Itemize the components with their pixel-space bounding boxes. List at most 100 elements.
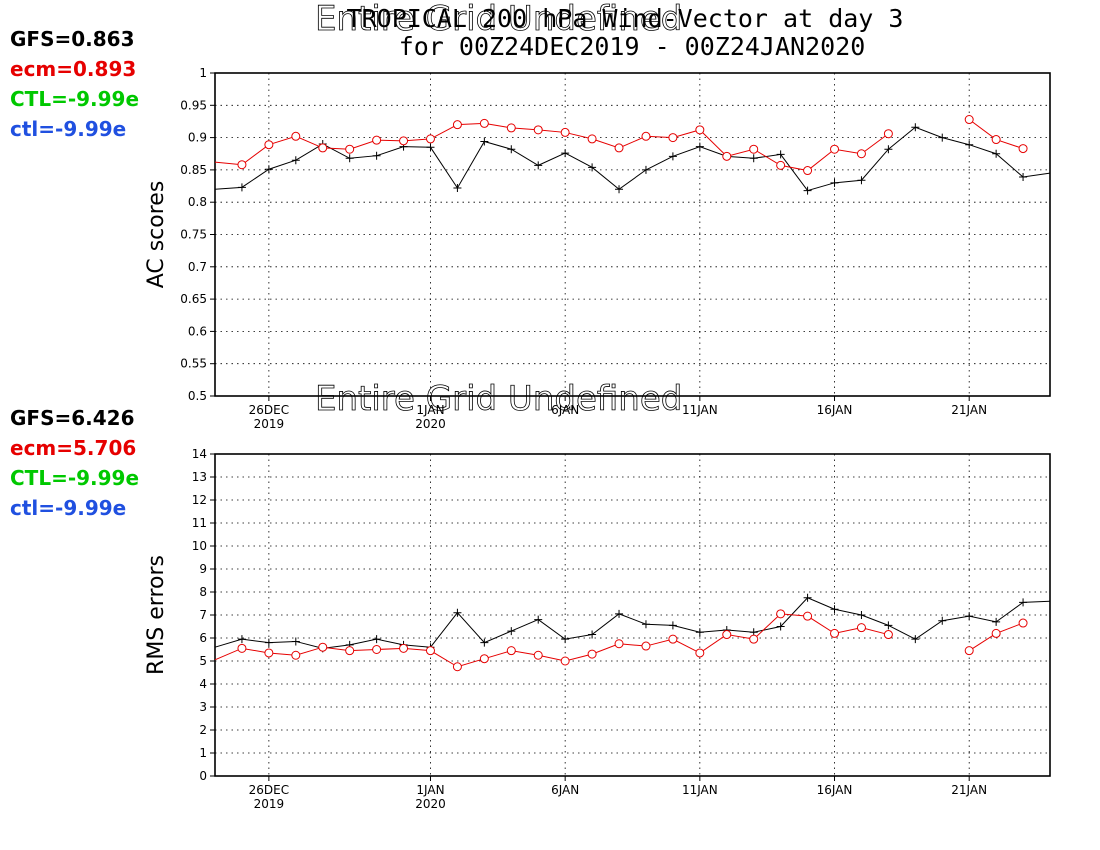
data-point bbox=[776, 609, 786, 619]
data-point bbox=[291, 156, 300, 165]
data-point bbox=[856, 623, 866, 633]
x-tick-label: 21JAN bbox=[951, 783, 987, 797]
score-ecm-rms: ecm=5.706 bbox=[10, 436, 136, 460]
score-ctl-upper-rms: CTL=-9.99e bbox=[10, 466, 139, 490]
data-point bbox=[991, 135, 1001, 145]
data-point bbox=[776, 622, 785, 631]
data-point bbox=[534, 615, 543, 624]
data-point bbox=[264, 638, 273, 647]
data-point bbox=[722, 151, 732, 161]
data-point bbox=[480, 638, 489, 647]
series-line bbox=[968, 119, 1024, 150]
data-point bbox=[615, 185, 624, 194]
score-gfs-rms: GFS=6.426 bbox=[10, 406, 135, 430]
data-point bbox=[452, 120, 462, 130]
data-point bbox=[426, 143, 435, 152]
data-point bbox=[453, 608, 462, 617]
data-point bbox=[425, 134, 435, 144]
x-tick-label: 11JAN bbox=[682, 403, 718, 417]
y-tick-label: 0.9 bbox=[188, 131, 207, 145]
x-tick-label: 11JAN bbox=[682, 783, 718, 797]
data-point bbox=[507, 145, 516, 154]
data-point bbox=[560, 656, 570, 666]
data-point bbox=[668, 152, 677, 161]
y-axis-label: RMS errors bbox=[144, 555, 169, 675]
data-point bbox=[425, 646, 435, 656]
x-tick-label: 21JAN bbox=[951, 403, 987, 417]
data-point bbox=[318, 642, 328, 652]
data-point bbox=[668, 634, 678, 644]
score-ctl-lower-rms: ctl=-9.99e bbox=[10, 496, 126, 520]
y-tick-label: 9 bbox=[199, 562, 207, 576]
data-point bbox=[803, 166, 813, 176]
data-point bbox=[372, 135, 382, 145]
data-point bbox=[830, 605, 839, 614]
y-tick-label: 0.8 bbox=[188, 195, 207, 209]
data-point bbox=[506, 646, 516, 656]
data-point bbox=[911, 635, 920, 644]
x-tick-year-label: 2019 bbox=[254, 417, 285, 431]
data-point bbox=[372, 645, 382, 654]
series-line bbox=[214, 613, 889, 668]
data-point bbox=[749, 144, 759, 154]
data-point bbox=[938, 616, 947, 625]
data-point bbox=[749, 634, 759, 644]
data-point bbox=[641, 620, 650, 629]
data-point bbox=[345, 154, 354, 163]
data-point bbox=[345, 646, 355, 656]
data-point bbox=[506, 123, 516, 133]
series-ecm bbox=[214, 609, 1028, 672]
data-point bbox=[560, 127, 570, 137]
data-point bbox=[561, 635, 570, 644]
data-point bbox=[1018, 618, 1028, 628]
score-ecm-ac: ecm=0.893 bbox=[10, 57, 136, 81]
y-tick-label: 4 bbox=[199, 677, 207, 691]
data-point bbox=[237, 160, 247, 170]
data-point bbox=[884, 145, 893, 154]
data-point bbox=[857, 611, 866, 619]
y-tick-label: 0.95 bbox=[180, 98, 207, 112]
data-point bbox=[830, 144, 840, 154]
y-tick-label: 0.5 bbox=[188, 389, 207, 403]
data-point bbox=[1018, 144, 1028, 154]
ac-scores-panel: 0.5 0.55 0.6 0.65 0.7 0.75 0.8 0.85 0.9 0.95 1 26DE… bbox=[144, 66, 1051, 431]
data-point bbox=[803, 611, 813, 621]
x-tick-label: 1JAN bbox=[416, 783, 444, 797]
y-tick-label: 0.75 bbox=[180, 228, 207, 242]
data-point bbox=[372, 151, 381, 160]
data-point bbox=[695, 648, 705, 658]
data-point bbox=[533, 650, 543, 660]
data-point bbox=[318, 143, 328, 153]
x-tick-label: 6JAN bbox=[551, 403, 579, 417]
data-point bbox=[668, 133, 678, 143]
title-line-2: for 00Z24DEC2019 - 00Z24JAN2020 bbox=[399, 32, 866, 61]
data-point bbox=[992, 149, 1001, 158]
data-point bbox=[965, 140, 974, 149]
data-point bbox=[803, 186, 812, 195]
y-tick-label: 10 bbox=[192, 539, 207, 553]
ghost-text-middle: Entire Grid Undefined bbox=[315, 379, 682, 419]
data-point bbox=[749, 154, 758, 163]
data-point bbox=[695, 125, 705, 135]
data-point bbox=[291, 650, 301, 660]
data-point bbox=[938, 133, 947, 142]
data-point bbox=[641, 641, 651, 651]
data-point bbox=[345, 144, 355, 154]
data-point bbox=[668, 621, 677, 630]
y-tick-label: 8 bbox=[199, 585, 207, 599]
data-point bbox=[856, 149, 866, 159]
y-tick-label: 0.85 bbox=[180, 163, 207, 177]
data-point bbox=[588, 630, 597, 639]
data-point bbox=[237, 635, 246, 644]
data-point bbox=[533, 125, 543, 135]
y-tick-label: 14 bbox=[192, 447, 207, 461]
data-point bbox=[883, 129, 893, 139]
y-tick-label: 1 bbox=[199, 746, 207, 760]
data-point bbox=[883, 630, 893, 640]
plot-frame bbox=[214, 72, 1051, 397]
data-point bbox=[587, 649, 597, 659]
title-line-1: TROPICAL 200 hPa Wind-Vector at day 3 bbox=[347, 4, 904, 33]
data-point bbox=[830, 178, 839, 187]
data-point bbox=[291, 637, 300, 646]
y-tick-label: 11 bbox=[192, 516, 207, 530]
